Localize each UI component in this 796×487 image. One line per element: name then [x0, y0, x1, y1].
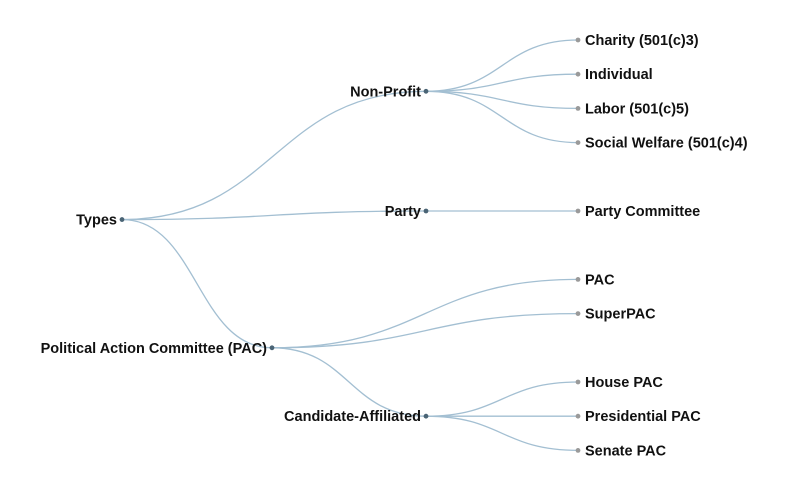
node-dot — [575, 311, 581, 316]
node-label: Non-Profit — [350, 84, 421, 100]
link-non-profit-to-social-welfare-501-c-4 — [425, 90, 579, 144]
tree-node-labor-501-c-5[interactable]: Labor (501(c)5) — [575, 101, 690, 117]
node-label: Labor (501(c)5) — [585, 101, 689, 117]
link-non-profit-to-labor-501-c-5 — [425, 90, 579, 110]
node-dot — [423, 413, 429, 419]
node-label: House PAC — [585, 375, 663, 391]
node-dot — [575, 140, 581, 146]
link-candidate-affiliated-to-house-pac — [425, 381, 579, 417]
node-label: Political Action Committee (PAC) — [41, 341, 268, 357]
node-dot — [575, 277, 581, 282]
node-label: Presidential PAC — [585, 409, 701, 425]
tree-node-non-profit[interactable]: Non-Profit — [350, 84, 429, 100]
tree-node-individual[interactable]: Individual — [575, 67, 653, 83]
node-dot — [423, 88, 429, 94]
link-political-action-committee-pac-to-pac — [271, 278, 579, 349]
tree-node-charity-501-c-3[interactable]: Charity (501(c)3) — [575, 33, 699, 49]
node-label: PAC — [585, 272, 615, 288]
link-political-action-committee-pac-to-superpac — [271, 312, 579, 349]
node-label: Individual — [585, 67, 653, 83]
link-types-to-party — [121, 210, 427, 221]
link-candidate-affiliated-to-senate-pac — [425, 415, 579, 452]
node-label: Candidate-Affiliated — [284, 409, 421, 425]
link-types-to-non-profit — [121, 90, 427, 221]
node-dot — [575, 208, 581, 214]
tree-links — [121, 39, 579, 452]
node-dot — [575, 37, 581, 43]
link-non-profit-to-individual — [425, 73, 579, 92]
node-label: SuperPAC — [585, 307, 656, 323]
node-dot — [269, 345, 275, 351]
node-dot — [575, 106, 581, 111]
node-label: Party Committee — [585, 204, 700, 220]
tree-node-social-welfare-501-c-4[interactable]: Social Welfare (501(c)4) — [575, 136, 748, 152]
tree-node-party[interactable]: Party — [385, 204, 429, 220]
tree-node-party-committee[interactable]: Party Committee — [575, 204, 701, 220]
node-label: Charity (501(c)3) — [585, 33, 699, 49]
tree-node-types[interactable]: Types — [76, 213, 125, 229]
node-dot — [119, 217, 125, 222]
node-dot — [575, 379, 581, 385]
tree-node-senate-pac[interactable]: Senate PAC — [575, 443, 667, 459]
tree-nodes: Types Non-Profit Charity (501(c)3) Individu… — [41, 33, 748, 459]
link-types-to-political-action-committee-pac — [121, 218, 273, 349]
node-dot — [423, 208, 429, 214]
tree-node-presidential-pac[interactable]: Presidential PAC — [575, 409, 702, 425]
node-dot — [575, 413, 581, 419]
tree-node-candidate-affiliated[interactable]: Candidate-Affiliated — [284, 409, 429, 425]
node-label: Types — [76, 213, 117, 229]
node-dot — [575, 71, 581, 77]
tree-node-house-pac[interactable]: House PAC — [575, 375, 664, 391]
tree-node-political-action-committee-pac[interactable]: Political Action Committee (PAC) — [41, 341, 275, 357]
link-political-action-committee-pac-to-candidate-affiliated — [271, 347, 427, 417]
node-dot — [575, 448, 581, 453]
link-non-profit-to-charity-501-c-3 — [425, 39, 579, 92]
node-label: Senate PAC — [585, 443, 667, 459]
tree-node-pac[interactable]: PAC — [575, 272, 615, 288]
node-label: Social Welfare (501(c)4) — [585, 136, 748, 152]
node-label: Party — [385, 204, 421, 220]
tree-node-superpac[interactable]: SuperPAC — [575, 307, 657, 323]
